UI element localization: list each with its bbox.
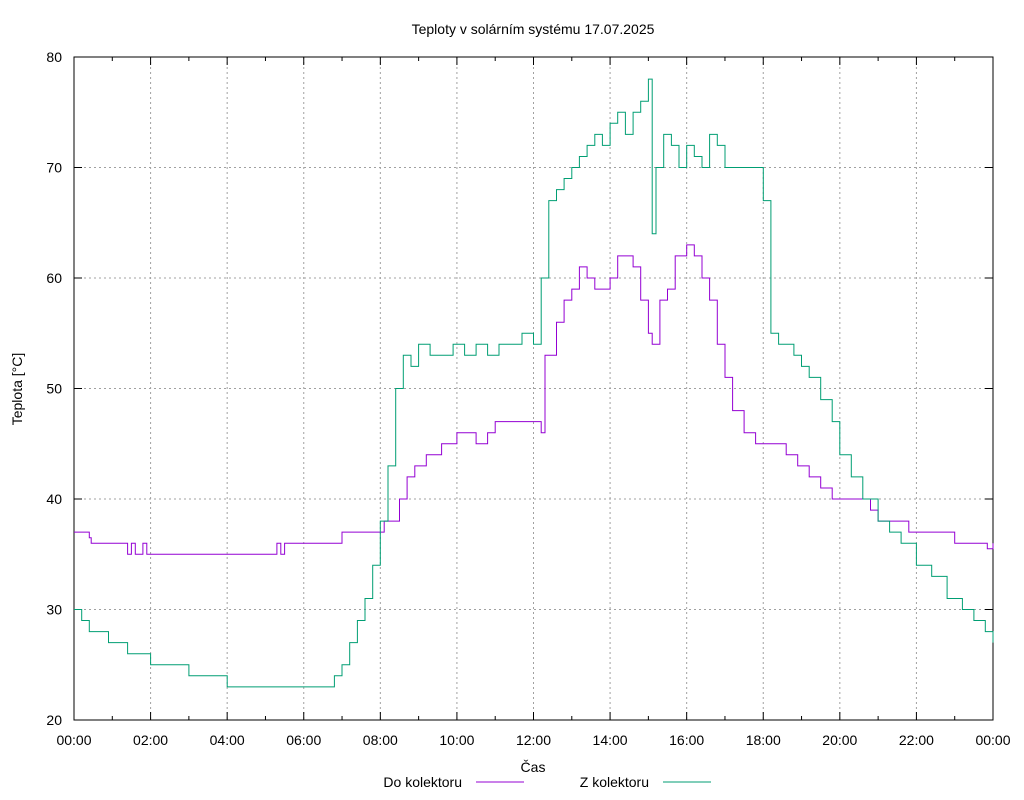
y-tick-label: 30: [46, 602, 62, 618]
x-axis-label: Čas: [521, 759, 546, 775]
y-tick-label: 20: [46, 712, 62, 728]
series-line-do-kolektoru: [74, 244, 994, 555]
x-tick-label: 06:00: [286, 732, 321, 748]
x-tick-label: 18:00: [746, 732, 781, 748]
y-tick-label: 80: [46, 49, 62, 65]
legend: Do kolektoru Z kolektoru: [383, 774, 711, 790]
y-tick-label: 70: [46, 160, 62, 176]
x-tick-label: 08:00: [363, 732, 398, 748]
x-tick-label: 10:00: [439, 732, 474, 748]
x-tick-label: 02:00: [133, 732, 168, 748]
grid: [74, 57, 993, 720]
axis-ticks: 20 30 40 50 60 70 80 00:00 02:00 04:00 06:00 08:00 1…: [46, 49, 1010, 748]
legend-label-z-kolektoru: Z kolektoru: [580, 774, 649, 790]
series-line-z-kolektoru: [74, 78, 994, 688]
y-axis-label: Teplota [°C]: [9, 353, 25, 426]
chart-title: Teploty v solárním systému 17.07.2025: [412, 21, 655, 37]
x-tick-label: 04:00: [210, 732, 245, 748]
y-tick-label: 50: [46, 381, 62, 397]
x-tick-label: 12:00: [516, 732, 551, 748]
x-tick-label: 00:00: [56, 732, 91, 748]
x-tick-label: 00:00: [975, 732, 1010, 748]
x-tick-label: 16:00: [669, 732, 704, 748]
x-tick-label: 22:00: [899, 732, 934, 748]
x-tick-label: 14:00: [593, 732, 628, 748]
y-tick-label: 60: [46, 270, 62, 286]
series-group: [74, 78, 994, 688]
y-tick-label: 40: [46, 491, 62, 507]
x-tick-label: 20:00: [822, 732, 857, 748]
legend-label-do-kolektoru: Do kolektoru: [383, 774, 462, 790]
